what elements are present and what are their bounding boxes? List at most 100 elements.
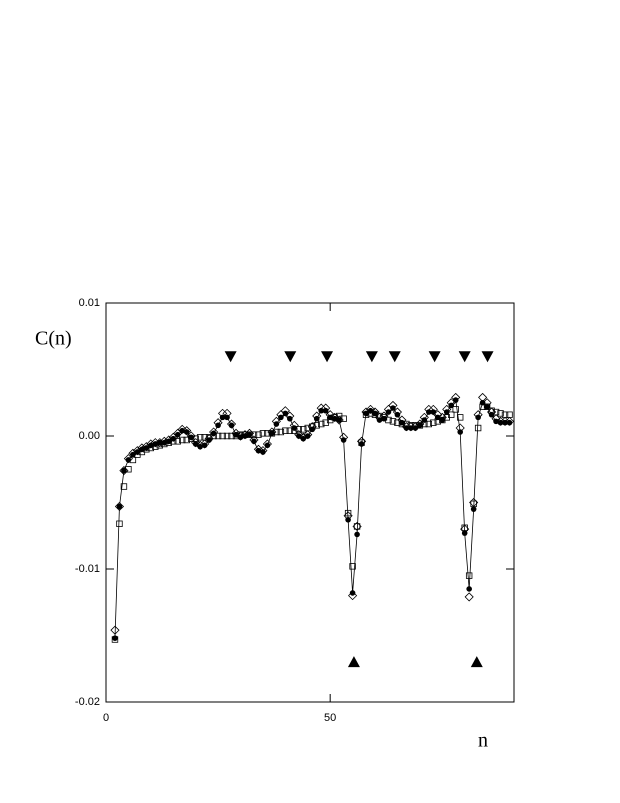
marker-square [196, 434, 204, 441]
marker-square [474, 424, 482, 432]
marker-circle [269, 430, 275, 437]
marker-circle [134, 449, 141, 455]
marker-circle [183, 429, 190, 435]
marker-circle [246, 431, 253, 438]
marker-circle [358, 441, 365, 447]
marker-circle [336, 417, 342, 423]
marker-circle [264, 442, 271, 449]
marker-circle [313, 415, 320, 422]
marker-circle [448, 402, 455, 409]
marker-square [349, 563, 356, 570]
marker-circle [412, 425, 419, 431]
marker-square [120, 483, 128, 490]
marker-circle [206, 437, 212, 443]
y-tick-label: -0.01 [75, 563, 100, 575]
y-axis-label: C(n) [35, 328, 72, 350]
marker-circle [439, 417, 446, 423]
marker-circle [461, 530, 468, 536]
marker-circle [452, 397, 459, 403]
marker-circle [394, 411, 401, 418]
marker-circle [506, 419, 513, 426]
marker-circle [228, 422, 235, 429]
marker-circle [112, 635, 118, 641]
marker-square [389, 418, 397, 425]
marker-circle [278, 414, 284, 421]
marker-square [286, 427, 294, 434]
marker-circle [233, 431, 239, 438]
x-tick-label: 0 [103, 712, 109, 724]
marker-circle [251, 438, 257, 445]
marker-square [318, 420, 325, 428]
marker-square [497, 410, 504, 417]
marker-square [277, 428, 285, 436]
marker-circle [367, 407, 374, 414]
marker-diamond [119, 466, 129, 476]
marker-circle [470, 506, 477, 512]
marker-circle [457, 429, 463, 435]
marker-circle [224, 414, 230, 421]
marker-square [425, 420, 433, 428]
x-axis-label: n [478, 730, 488, 752]
marker-circle [143, 445, 150, 451]
marker-square [223, 432, 231, 440]
marker-circle [309, 426, 316, 433]
marker-circle [300, 435, 307, 442]
marker-circle [165, 438, 172, 445]
marker-square [179, 436, 186, 444]
marker-circle [488, 411, 495, 418]
marker-circle [322, 407, 329, 414]
marker-triangle-down [428, 351, 441, 363]
marker-circle [161, 439, 168, 446]
marker-circle [174, 431, 181, 438]
marker-square [452, 406, 459, 413]
marker-triangle-down [224, 351, 237, 363]
marker-circle [188, 434, 194, 441]
marker-circle [219, 414, 226, 421]
marker-square [214, 432, 222, 440]
marker-circle [116, 503, 123, 510]
marker-square [174, 438, 181, 445]
marker-square [259, 430, 267, 437]
marker-circle [210, 430, 217, 437]
marker-triangle-down [388, 351, 401, 363]
marker-circle [148, 442, 154, 449]
marker-circle [215, 422, 221, 429]
marker-square [300, 426, 307, 433]
plot-frame [105, 302, 515, 703]
marker-triangle-up [470, 656, 483, 668]
marker-circle [497, 419, 504, 426]
marker-diamond [348, 591, 358, 601]
x-tick-label: 50 [324, 712, 336, 724]
marker-circle [331, 415, 338, 422]
marker-circle [417, 422, 423, 429]
marker-circle [376, 417, 383, 423]
marker-circle [345, 516, 351, 523]
marker-circle [434, 414, 441, 421]
marker-circle [502, 419, 508, 426]
marker-circle [408, 425, 414, 431]
marker-circle [157, 439, 163, 446]
marker-circle [340, 437, 347, 443]
marker-circle [237, 434, 244, 441]
marker-circle [381, 415, 387, 422]
marker-circle [493, 418, 499, 425]
marker-circle [121, 467, 127, 474]
marker-circle [260, 449, 266, 455]
marker-circle [421, 417, 428, 423]
marker-circle [327, 414, 333, 421]
marker-circle [139, 446, 145, 453]
marker-circle [399, 419, 405, 426]
marker-circle [192, 441, 199, 447]
marker-circle [304, 433, 311, 439]
marker-circle [152, 441, 159, 447]
marker-triangle-down [458, 351, 471, 363]
marker-circle [201, 442, 208, 449]
marker-circle [287, 415, 293, 422]
marker-square [219, 432, 226, 440]
marker-circle [385, 409, 392, 415]
y-tick-label: 0.01 [79, 297, 100, 309]
y-tick-label: 0.00 [79, 430, 100, 442]
marker-circle [179, 427, 186, 434]
